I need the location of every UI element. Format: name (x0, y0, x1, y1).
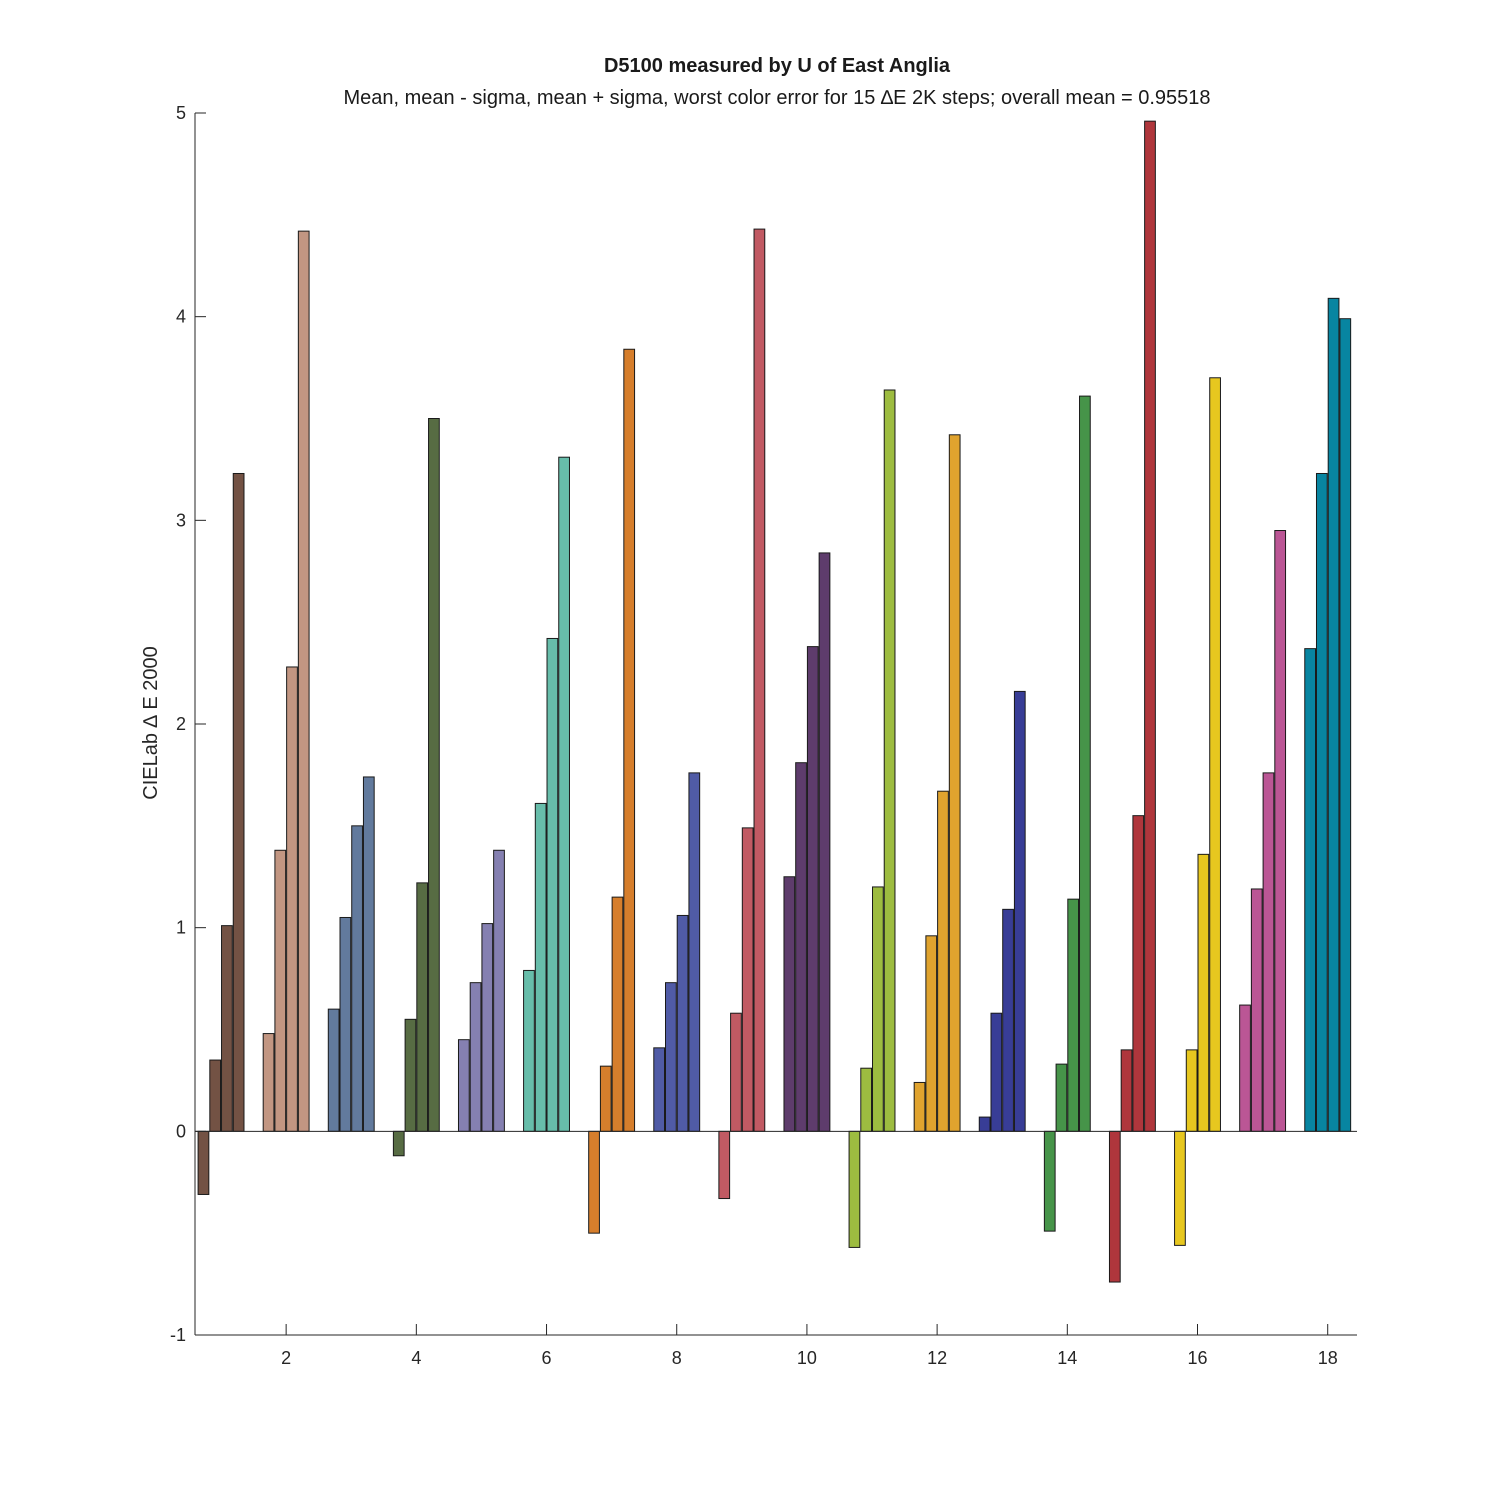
bar-group-1-bar-4 (232, 472, 245, 1132)
bar-group-1-bar-3 (221, 925, 233, 1132)
bar-group-16-bar-2 (1185, 1049, 1198, 1132)
bar-group-14-bar-3 (1067, 898, 1080, 1132)
bar-group-6-bar-2 (534, 802, 547, 1132)
bar-group-14-bar-4 (1079, 395, 1091, 1132)
bar-group-12-bar-2 (925, 935, 938, 1132)
bar-group-12-bar-4 (948, 434, 961, 1132)
bar-group-3-bar-1 (327, 1008, 340, 1132)
bar-group-10-bar-3 (806, 646, 819, 1132)
x-tick-label: 6 (542, 1348, 552, 1368)
bar-group-7-bar-1 (588, 1130, 600, 1234)
bar-group-4-bar-1 (392, 1130, 405, 1157)
bar-group-5-bar-3 (481, 923, 494, 1132)
y-tick-label: 4 (176, 307, 186, 327)
bar-group-9-bar-3 (741, 827, 754, 1132)
bar-group-5-bar-1 (457, 1039, 470, 1132)
bar-group-12-bar-3 (937, 790, 949, 1132)
bar-group-1-bar-1 (197, 1130, 210, 1195)
bar-group-13-bar-2 (990, 1012, 1003, 1132)
bar-group-5-bar-4 (493, 849, 505, 1132)
bar-group-18-bar-4 (1339, 318, 1352, 1132)
x-tick-label: 12 (927, 1348, 947, 1368)
bar-group-15-bar-4 (1144, 120, 1156, 1132)
x-tick-label: 18 (1318, 1348, 1338, 1368)
bar-group-8-bar-4 (688, 772, 701, 1132)
bar-group-10-bar-4 (818, 552, 831, 1132)
x-tick-label: 14 (1057, 1348, 1077, 1368)
bar-group-8-bar-2 (665, 982, 677, 1132)
bar-group-17-bar-2 (1250, 888, 1263, 1132)
bar-group-10-bar-1 (783, 876, 796, 1132)
bar-group-9-bar-4 (753, 228, 766, 1132)
bar-group-16-bar-3 (1197, 853, 1210, 1132)
bar-group-8-bar-1 (653, 1047, 666, 1132)
bar-group-1-bar-2 (209, 1059, 222, 1132)
x-tick-label: 4 (411, 1348, 421, 1368)
bar-group-13-bar-1 (978, 1116, 991, 1132)
bar-group-16-bar-4 (1209, 377, 1221, 1132)
y-tick-label: -1 (170, 1325, 186, 1345)
bar-group-17-bar-3 (1262, 772, 1275, 1132)
y-tick-label: 2 (176, 714, 186, 734)
bar-group-4-bar-2 (404, 1018, 417, 1132)
bar-group-4-bar-4 (428, 418, 440, 1132)
bar-group-6-bar-4 (558, 456, 570, 1132)
bar-group-3-bar-2 (339, 916, 352, 1132)
bar-group-18-bar-1 (1304, 648, 1317, 1132)
bar-group-10-bar-2 (795, 762, 807, 1132)
bar-group-15-bar-1 (1108, 1130, 1121, 1283)
bar-group-11-bar-4 (883, 389, 896, 1132)
bar-group-7-bar-2 (599, 1065, 612, 1132)
y-tick-label: 0 (176, 1121, 186, 1141)
bar-group-6-bar-1 (523, 969, 535, 1132)
bar-group-6-bar-3 (546, 637, 559, 1132)
bar-group-13-bar-3 (1002, 908, 1014, 1132)
y-tick-label: 1 (176, 918, 186, 938)
bar-group-7-bar-4 (623, 348, 636, 1132)
bar-group-11-bar-2 (860, 1067, 873, 1132)
y-axis-label: CIELab ∆ E 2000 (140, 646, 162, 799)
x-tick-label: 16 (1187, 1348, 1207, 1368)
bar-group-9-bar-2 (730, 1012, 742, 1132)
bar-group-17-bar-1 (1239, 1004, 1251, 1132)
bar-group-17-bar-4 (1274, 530, 1287, 1132)
bars-layer (197, 120, 1352, 1283)
bar-group-11-bar-1 (848, 1130, 861, 1248)
bar-group-13-bar-4 (1013, 690, 1026, 1132)
bar-group-18-bar-3 (1327, 297, 1340, 1132)
bar-group-12-bar-1 (913, 1081, 926, 1132)
bar-group-15-bar-3 (1132, 815, 1145, 1132)
bar-group-11-bar-3 (872, 886, 884, 1132)
bar-group-18-bar-2 (1315, 472, 1328, 1132)
y-tick-label: 5 (176, 103, 186, 123)
bar-group-9-bar-1 (718, 1130, 731, 1200)
bar-group-2-bar-4 (297, 230, 310, 1132)
bar-group-3-bar-4 (362, 776, 375, 1132)
y-tick-label: 3 (176, 510, 186, 530)
bar-group-15-bar-2 (1120, 1049, 1133, 1132)
x-tick-label: 10 (797, 1348, 817, 1368)
y-ticks: -1 0 1 2 3 4 5 (170, 103, 206, 1345)
bar-group-2-bar-1 (262, 1033, 275, 1132)
chart-title: D5100 measured by U of East Anglia (604, 55, 951, 77)
bar-group-16-bar-1 (1174, 1130, 1186, 1246)
bar-group-3-bar-3 (351, 825, 363, 1132)
bar-group-2-bar-2 (274, 849, 287, 1132)
x-tick-label: 2 (281, 1348, 291, 1368)
x-ticks: 2 4 6 8 10 12 14 16 18 (281, 1324, 1338, 1368)
bar-group-14-bar-1 (1043, 1130, 1056, 1232)
bar-group-4-bar-3 (416, 882, 429, 1132)
bar-group-2-bar-3 (286, 666, 298, 1132)
x-tick-label: 8 (672, 1348, 682, 1368)
bar-group-14-bar-2 (1055, 1063, 1068, 1132)
bar-group-8-bar-3 (676, 914, 689, 1132)
bar-group-5-bar-2 (469, 982, 482, 1132)
chart-subtitle: Mean, mean - sigma, mean + sigma, worst … (343, 87, 1210, 109)
bar-group-7-bar-3 (611, 896, 624, 1132)
